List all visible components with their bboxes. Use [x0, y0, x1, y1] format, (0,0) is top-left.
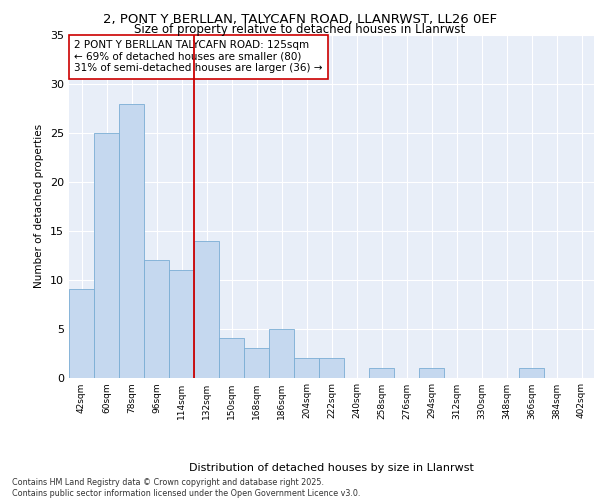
- Bar: [94, 133, 119, 378]
- Bar: [219, 338, 244, 378]
- X-axis label: Distribution of detached houses by size in Llanrwst: Distribution of detached houses by size …: [189, 463, 474, 473]
- Bar: [419, 368, 444, 378]
- Bar: [244, 348, 269, 378]
- Bar: [319, 358, 344, 378]
- Bar: [369, 368, 394, 378]
- Bar: [519, 368, 544, 378]
- Bar: [169, 270, 194, 378]
- Bar: [144, 260, 169, 378]
- Text: Contains HM Land Registry data © Crown copyright and database right 2025.
Contai: Contains HM Land Registry data © Crown c…: [12, 478, 361, 498]
- Bar: [269, 328, 294, 378]
- Bar: [194, 240, 219, 378]
- Y-axis label: Number of detached properties: Number of detached properties: [34, 124, 44, 288]
- Bar: [119, 104, 144, 378]
- Text: 2 PONT Y BERLLAN TALYCAFN ROAD: 125sqm
← 69% of detached houses are smaller (80): 2 PONT Y BERLLAN TALYCAFN ROAD: 125sqm ←…: [74, 40, 323, 74]
- Bar: [294, 358, 319, 378]
- Text: Size of property relative to detached houses in Llanrwst: Size of property relative to detached ho…: [134, 24, 466, 36]
- Bar: [69, 290, 94, 378]
- Text: 2, PONT Y BERLLAN, TALYCAFN ROAD, LLANRWST, LL26 0EF: 2, PONT Y BERLLAN, TALYCAFN ROAD, LLANRW…: [103, 12, 497, 26]
